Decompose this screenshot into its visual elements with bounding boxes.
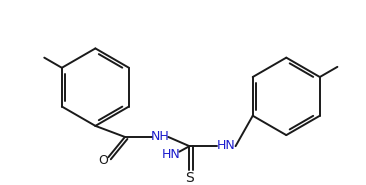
Text: NH: NH: [150, 130, 169, 142]
Text: O: O: [98, 154, 108, 167]
Text: S: S: [185, 171, 194, 184]
Text: HN: HN: [217, 139, 236, 152]
Text: HN: HN: [162, 148, 180, 161]
